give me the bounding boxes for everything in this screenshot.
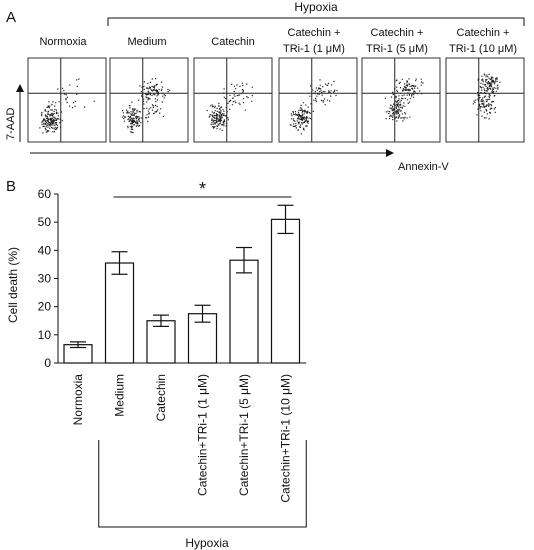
y-tick-label: 0: [44, 356, 51, 370]
flow-scatter-dots: [206, 82, 253, 131]
flow-title-normoxia: Normoxia: [39, 36, 87, 48]
bar-chart: 0 10 20 30 40 50 60 Normoxia Medium Catechin Catec…: [38, 179, 307, 528]
significance-star: *: [199, 179, 206, 199]
flow-plot-frame: [27, 57, 107, 143]
flow-title-tri1-10-line1: Catechin +: [457, 27, 510, 39]
y-tick-label: 50: [38, 215, 52, 229]
y-tick-label: 10: [38, 328, 52, 342]
bar: [146, 320, 176, 364]
flow-plot: [27, 57, 107, 143]
flow-plot-frame: [278, 57, 358, 143]
flow-scatter-dots: [472, 73, 501, 120]
flow-plot-frame: [445, 57, 525, 143]
bar: [270, 218, 301, 364]
flow-scatter-dots: [39, 78, 95, 134]
bar: [104, 262, 135, 364]
flow-scatter-dots: [384, 78, 424, 122]
flow-title-tri1-1-line2: TRi-1 (1 μM): [283, 43, 345, 55]
hypoxia-label: Hypoxia: [294, 0, 338, 14]
panel-b-label: B: [6, 178, 16, 195]
flow-panel-titles: Normoxia Medium Catechin Catechin + TRi-…: [39, 27, 517, 55]
flow-plot-frame: [109, 57, 189, 143]
x-arrow-head: [386, 149, 394, 157]
flow-title-catechin: Catechin: [211, 36, 254, 48]
x-tick-label: Normoxia: [71, 374, 85, 426]
flow-plot: [193, 57, 273, 143]
y-tick-label: 30: [38, 272, 52, 286]
flow-title-medium: Medium: [127, 36, 166, 48]
flow-scatter-dots: [121, 78, 171, 134]
hypoxia-group-bracket: [98, 440, 307, 528]
x-tick-label: Catechin+TRi-1 (1 μM): [196, 374, 210, 496]
x-tick-label: Catechin+TRi-1 (10 μM): [279, 374, 293, 503]
y-tick-label: 60: [38, 187, 52, 201]
hypoxia-bracket: [107, 17, 525, 26]
y-axis-label-7aad: 7-AAD: [5, 108, 17, 140]
y-tick-label: 40: [38, 243, 52, 257]
flow-plot: [361, 57, 441, 143]
flow-title-tri1-5-line2: TRi-1 (5 μM): [366, 43, 428, 55]
flow-plot-frame: [193, 57, 273, 143]
flow-title-tri1-10-line2: TRi-1 (10 μM): [449, 43, 517, 55]
flow-plot-frame: [361, 57, 441, 143]
flow-plot: [278, 57, 358, 143]
flow-title-tri1-1-line1: Catechin +: [288, 27, 341, 39]
y-arrow-head: [16, 84, 24, 92]
flow-title-tri1-5-line1: Catechin +: [371, 27, 424, 39]
panel-a-label: A: [6, 9, 16, 26]
y-axis-title: Cell death (%): [6, 247, 20, 323]
x-tick-label: Catechin: [154, 374, 168, 421]
flow-plots: [27, 57, 525, 143]
y-tick-label: 20: [38, 300, 52, 314]
x-axis-label-annexin: Annexin-V: [398, 161, 449, 173]
flow-plot: [109, 57, 189, 143]
x-tick-label: Catechin+TRi-1 (5 μM): [237, 374, 251, 496]
flow-plot: [445, 57, 525, 143]
x-tick-label: Medium: [113, 374, 127, 417]
bar: [229, 259, 259, 364]
hypoxia-group-label: Hypoxia: [185, 536, 229, 550]
